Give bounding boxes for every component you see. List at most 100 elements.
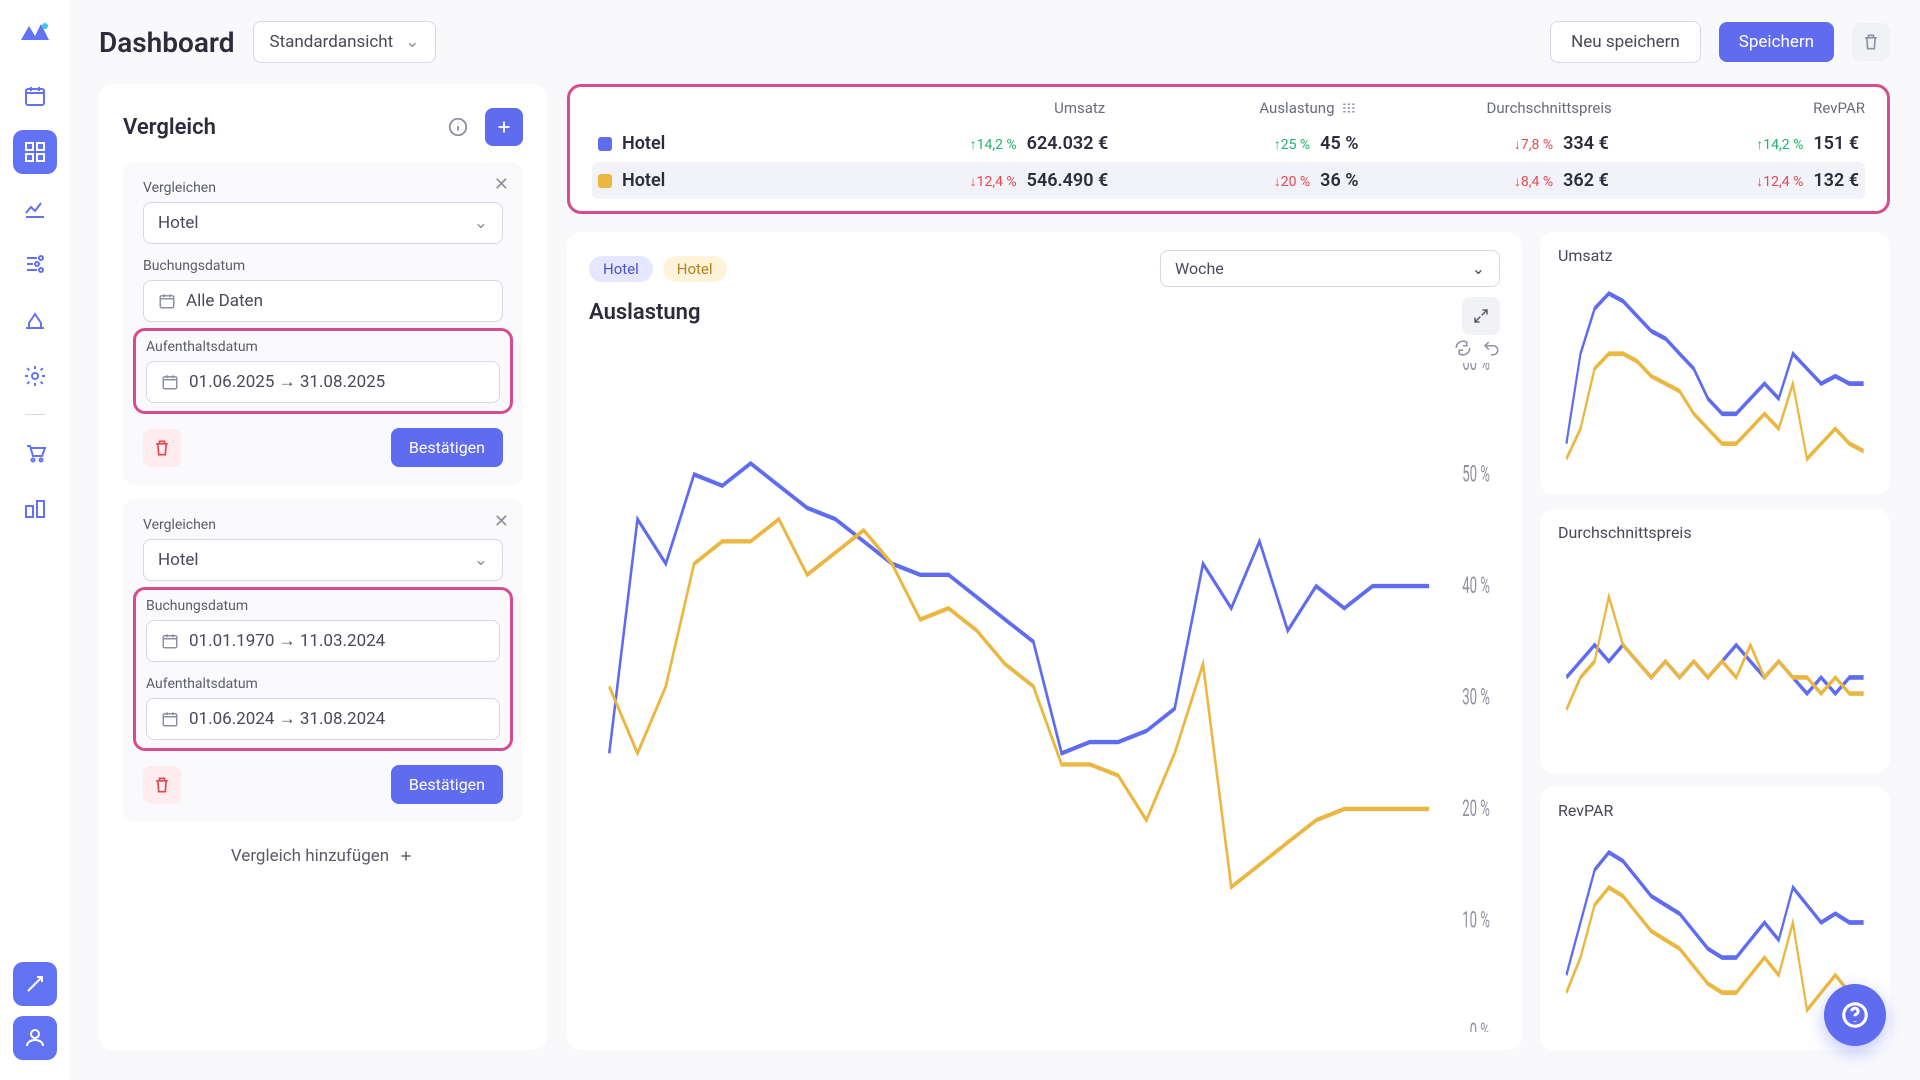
stats-summary: Umsatz Auslastung Durchschnittspreis Rev… (567, 84, 1890, 214)
value: 45 % (1320, 133, 1358, 154)
color-swatch (598, 137, 612, 151)
delta: ↓8,4 % (1514, 173, 1553, 190)
delete-card-button[interactable] (143, 429, 181, 467)
mini-adr[interactable]: Durchschnittspreis (1540, 509, 1890, 772)
stay-date-input[interactable]: 01.06.2024 → 31.08.2024 (146, 698, 500, 740)
value: 151 € (1813, 133, 1859, 154)
close-icon[interactable]: ✕ (494, 174, 509, 195)
nav-analytics-icon[interactable] (13, 186, 57, 230)
col-auslastung: Auslastung (1259, 99, 1334, 117)
chevron-down-icon: ⌄ (474, 550, 488, 570)
mini-title: Umsatz (1558, 246, 1872, 265)
granularity-select[interactable]: Woche ⌄ (1160, 250, 1500, 287)
nav-cart-icon[interactable] (13, 431, 57, 475)
row-name: Hotel (622, 170, 665, 191)
svg-text:0 %: 0 % (1470, 1018, 1490, 1032)
undo-icon[interactable] (1482, 339, 1500, 357)
nav-user-icon[interactable] (13, 1016, 57, 1060)
delta: ↑25 % (1274, 136, 1310, 153)
nav-wand-icon[interactable] (13, 962, 57, 1006)
stats-row[interactable]: Hotel ↑14,2 %624.032 € ↑25 %45 % ↓7,8 %3… (592, 125, 1865, 162)
stats-row[interactable]: Hotel ↓12,4 %546.490 € ↓20 %36 % ↓8,4 %3… (592, 162, 1865, 199)
mini-chart (1558, 271, 1872, 481)
value: 36 % (1320, 170, 1358, 191)
delta: ↓12,4 % (1756, 173, 1803, 190)
stay-value: 01.06.2024 → 31.08.2024 (189, 709, 385, 729)
stay-label: Aufenthaltsdatum (146, 676, 500, 692)
compare-value: Hotel (158, 213, 199, 233)
mini-chart (1558, 548, 1872, 758)
compare-panel-title: Vergleich (123, 115, 439, 140)
svg-text:40 %: 40 % (1462, 572, 1490, 599)
delete-card-button[interactable] (143, 766, 181, 804)
nav-distribution-icon[interactable] (13, 298, 57, 342)
help-fab[interactable] (1824, 984, 1886, 1046)
delta: ↑14,2 % (970, 136, 1017, 153)
chevron-down-icon: ⌄ (1472, 259, 1485, 278)
compare-label: Vergleichen (143, 180, 503, 196)
value: 132 € (1813, 170, 1859, 191)
stay-highlight: Aufenthaltsdatum 01.06.2025 → 31.08.2025 (133, 328, 513, 414)
value: 624.032 € (1027, 133, 1109, 154)
sidebar (0, 0, 69, 1080)
stay-date-input[interactable]: 01.06.2025 → 31.08.2025 (146, 361, 500, 403)
add-compare-button[interactable] (485, 108, 523, 146)
view-select-value: Standardansicht (270, 32, 394, 52)
nav-settings-icon[interactable] (13, 242, 57, 286)
compare-select[interactable]: Hotel ⌄ (143, 202, 503, 244)
info-icon[interactable] (439, 108, 477, 146)
confirm-button[interactable]: Bestätigen (391, 428, 503, 467)
close-icon[interactable]: ✕ (494, 511, 509, 532)
occupancy-chart: 0 %10 %20 %30 %40 %50 %60 % (589, 363, 1500, 1032)
save-button[interactable]: Speichern (1719, 22, 1834, 62)
page-title: Dashboard (99, 26, 235, 59)
calendar-icon (161, 373, 179, 391)
booking-label: Buchungsdatum (143, 258, 503, 274)
plus-icon (397, 847, 415, 865)
nav-orgs-icon[interactable] (13, 487, 57, 531)
stay-label: Aufenthaltsdatum (146, 339, 500, 355)
view-select[interactable]: Standardansicht ⌄ (253, 21, 437, 63)
compare-panel: Vergleich ✕ Vergleichen Hotel ⌄ Buchungs… (99, 84, 547, 1050)
nav-calendar-icon[interactable] (13, 74, 57, 118)
compare-select[interactable]: Hotel ⌄ (143, 539, 503, 581)
mini-umsatz[interactable]: Umsatz (1540, 232, 1890, 495)
mini-title: Durchschnittspreis (1558, 523, 1872, 542)
series-pill-amber[interactable]: Hotel (663, 256, 727, 282)
value: 362 € (1563, 170, 1609, 191)
compare-card-2: ✕ Vergleichen Hotel ⌄ Buchungsdatum 01.0… (123, 499, 523, 822)
confirm-button[interactable]: Bestätigen (391, 765, 503, 804)
svg-text:50 %: 50 % (1462, 461, 1490, 488)
nav-gear-icon[interactable] (13, 354, 57, 398)
delta: ↑14,2 % (1756, 136, 1803, 153)
compare-card-1: ✕ Vergleichen Hotel ⌄ Buchungsdatum Alle… (123, 162, 523, 485)
nav-dashboard-icon[interactable] (13, 130, 57, 174)
booking-label: Buchungsdatum (146, 598, 500, 614)
color-swatch (598, 174, 612, 188)
refresh-icon[interactable] (1454, 339, 1472, 357)
series-pill-blue[interactable]: Hotel (589, 256, 653, 282)
expand-chart-button[interactable] (1462, 297, 1500, 335)
save-new-button[interactable]: Neu speichern (1550, 21, 1701, 63)
delta: ↓12,4 % (970, 173, 1017, 190)
stay-value: 01.06.2025 → 31.08.2025 (189, 372, 385, 392)
svg-text:60 %: 60 % (1462, 363, 1490, 376)
row-name: Hotel (622, 133, 665, 154)
calendar-icon (158, 292, 176, 310)
add-compare-label: Vergleich hinzufügen (231, 846, 389, 866)
add-compare-link[interactable]: Vergleich hinzufügen (123, 836, 523, 876)
calendar-icon (161, 632, 179, 650)
nav-divider (25, 414, 45, 415)
mini-title: RevPAR (1558, 801, 1872, 820)
delete-button[interactable] (1852, 23, 1890, 61)
main-chart-card: Hotel Hotel Woche ⌄ Auslastung (567, 232, 1522, 1050)
header: Dashboard Standardansicht ⌄ Neu speicher… (69, 0, 1920, 84)
col-revpar: RevPAR (1612, 99, 1865, 117)
occupancy-icon (1341, 99, 1359, 117)
booking-value: 01.01.1970 → 11.03.2024 (189, 631, 385, 651)
booking-date-input[interactable]: 01.01.1970 → 11.03.2024 (146, 620, 500, 662)
booking-date-input[interactable]: Alle Daten (143, 280, 503, 322)
booking-value: Alle Daten (186, 291, 263, 311)
calendar-icon (161, 710, 179, 728)
app-logo (19, 20, 51, 44)
